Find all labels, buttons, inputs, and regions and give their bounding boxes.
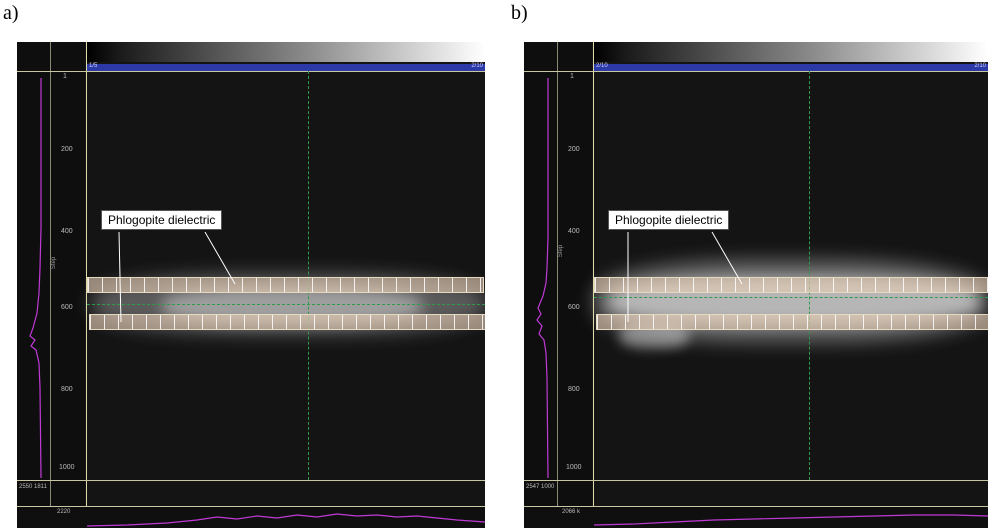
panel-b-ytick: 400 xyxy=(568,228,580,235)
panel-a-vertical-profile xyxy=(29,78,42,478)
panel-a-ytick: 400 xyxy=(61,228,73,235)
panel-b-image: 2/10 2/10 1 200 400 600 800 1000 Step 25… xyxy=(524,42,988,528)
panel-a-frame-top xyxy=(17,71,485,72)
panel-a-bottom-value: 2550 xyxy=(19,484,33,490)
panel-b-frame-vertical xyxy=(593,42,594,528)
panel-a-callout-label: Phlogopite dielectric xyxy=(101,210,223,230)
panel-b-ytick: 1 xyxy=(570,73,574,80)
panel-b-dielectric-strip-upper xyxy=(594,277,988,293)
panel-a-ytick: 800 xyxy=(61,386,73,393)
panel-a-colorscale-bar xyxy=(87,42,485,62)
panel-a-bottom-tick: 2220 xyxy=(57,509,71,515)
panel-a-dielectric-strip-lower xyxy=(89,314,485,330)
panel-a-horizontal-profile xyxy=(87,513,485,527)
panel-b-ytick: 200 xyxy=(568,146,580,153)
panel-a-frame-bottom-2 xyxy=(17,506,485,507)
panel-a-ytick: 600 xyxy=(61,304,73,311)
panel-a-ytick: 1 xyxy=(63,73,67,80)
panel-b-crosshair-horizontal xyxy=(594,297,988,298)
panel-b-bottom-value: 1000 xyxy=(541,484,555,490)
panel-b-frame-vertical-inner xyxy=(557,42,558,528)
panel-b-frame-bottom-2 xyxy=(524,506,988,507)
panel-a-crosshair-horizontal xyxy=(87,304,485,305)
panel-b-horizontal-profile xyxy=(594,514,988,526)
panel-b-colorscale-bar xyxy=(594,42,988,62)
panel-b-label: b) xyxy=(511,2,528,24)
panel-b-bottom-tick: 2066 k xyxy=(562,509,581,515)
panel-b-frame-top xyxy=(524,71,988,72)
panel-b-side-profile-area xyxy=(524,42,592,528)
panel-a-callout-lines xyxy=(118,231,236,323)
panel-a-label: a) xyxy=(3,2,19,24)
panel-a-frame-vertical xyxy=(86,42,87,528)
panel-b-vertical-profile xyxy=(536,78,549,478)
panel-b-callout-lines xyxy=(627,231,743,322)
panel-a-bottom-value: 1811 xyxy=(34,484,47,490)
panel-a-frame-vertical-inner xyxy=(50,42,51,528)
panel-a-crosshair-vertical xyxy=(308,71,309,480)
panel-a-frame-bottom xyxy=(17,480,485,481)
panel-b-callout-label: Phlogopite dielectric xyxy=(608,210,730,230)
panel-b-bottom-profile-area xyxy=(524,507,988,528)
panel-b-ytick: 800 xyxy=(568,386,580,393)
panel-b-title-bar: 2/10 2/10 xyxy=(594,63,988,71)
panel-a-ytick: 200 xyxy=(61,146,73,153)
panel-b-ytick: 600 xyxy=(568,304,580,311)
panel-a-ytick: 1000 xyxy=(59,464,75,471)
panel-b-bottom-value: 2547 xyxy=(526,484,540,490)
panel-b-frame-bottom xyxy=(524,480,988,481)
panel-b-ytick: 1000 xyxy=(566,464,582,471)
panel-a-image: 1/5 2/10 1 200 400 600 800 1000 Step 255… xyxy=(17,42,485,528)
panel-a-side-profile-area xyxy=(17,42,85,528)
panel-a-title-bar: 1/5 2/10 xyxy=(87,63,485,71)
panel-b-dielectric-strip-lower xyxy=(596,314,988,330)
panel-a-dielectric-strip-upper xyxy=(87,277,484,293)
panel-b-crosshair-vertical xyxy=(809,71,810,480)
